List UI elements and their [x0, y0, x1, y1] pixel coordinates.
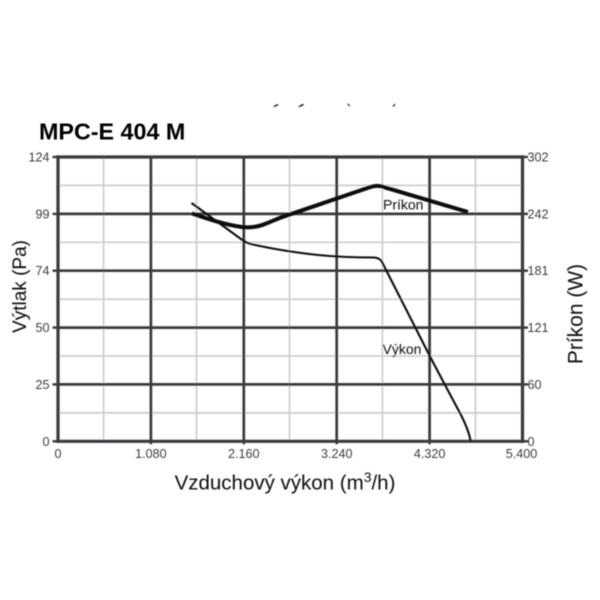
svg-text:74: 74: [35, 264, 49, 278]
svg-text:4.320: 4.320: [414, 447, 446, 461]
svg-text:0: 0: [54, 447, 61, 461]
svg-text:Príkon: Príkon: [383, 196, 423, 212]
svg-text:60: 60: [528, 378, 542, 392]
svg-text:302: 302: [528, 151, 549, 165]
svg-text:3.240: 3.240: [321, 447, 353, 461]
svg-text:25: 25: [35, 378, 49, 392]
svg-text:Vzduchový výkon (m3/h): Vzduchový výkon (m3/h): [175, 469, 396, 495]
svg-text:Výtlak (Pa): Výtlak (Pa): [10, 240, 31, 333]
svg-text:2.160: 2.160: [228, 447, 260, 461]
svg-text:242: 242: [528, 207, 549, 221]
svg-text:181: 181: [528, 264, 549, 278]
svg-text:MPC-E 404 M: MPC-E 404 M: [39, 119, 185, 145]
svg-text:5.400: 5.400: [506, 447, 538, 461]
svg-text:124: 124: [28, 151, 49, 165]
svg-text:121: 121: [528, 321, 549, 335]
svg-text:99: 99: [35, 207, 49, 221]
svg-text:0: 0: [42, 435, 49, 449]
svg-text:Príkon (W): Príkon (W): [565, 264, 588, 364]
svg-text:0: 0: [528, 435, 535, 449]
svg-text:50: 50: [35, 321, 49, 335]
svg-text:Výkon: Výkon: [383, 341, 422, 357]
svg-text:1.080: 1.080: [135, 447, 167, 461]
